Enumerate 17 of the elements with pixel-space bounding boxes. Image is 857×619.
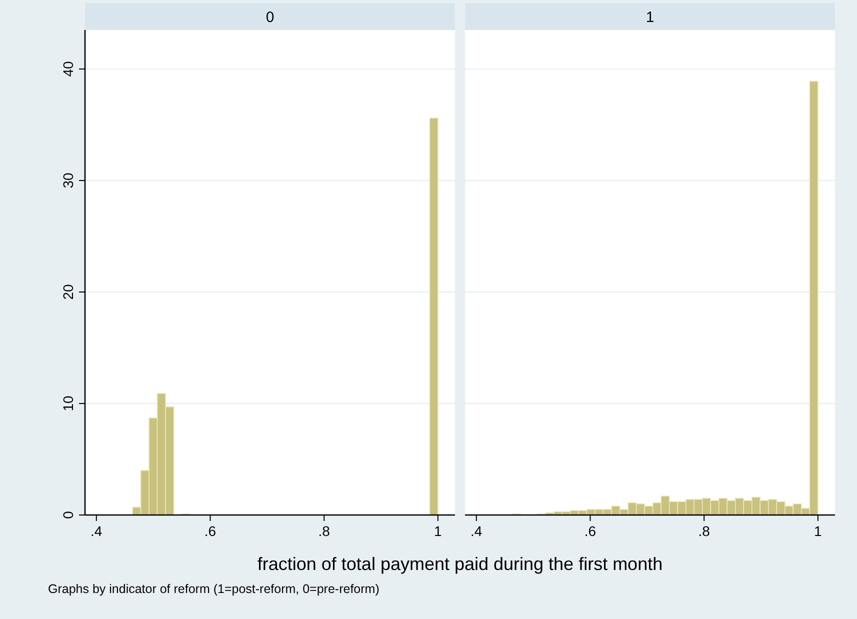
text: Graphs by indicator of reform (1=post-reform, 0=pre-reform): [48, 582, 380, 596]
x-axis-title: fraction of total payment paid during the first month: [257, 554, 663, 574]
x-tick-label: 1: [434, 523, 442, 539]
x-tick-label: .8: [698, 523, 710, 539]
chart-title: 1: [646, 9, 654, 26]
y-tick-label: 30: [60, 172, 76, 188]
x-tick-label: .4: [470, 523, 482, 539]
y-tick-label: 20: [60, 284, 76, 300]
x-tick-label: .6: [204, 523, 216, 539]
x-tick-label: 1: [814, 523, 822, 539]
y-tick-label: 10: [60, 396, 76, 412]
x-tick-label: .6: [584, 523, 596, 539]
x-tick-label: .8: [318, 523, 330, 539]
x-tick-label: .4: [90, 523, 102, 539]
y-tick-label: 0: [60, 510, 76, 519]
y-tick-label: 40: [60, 61, 76, 77]
chart-title: 0: [266, 9, 274, 26]
